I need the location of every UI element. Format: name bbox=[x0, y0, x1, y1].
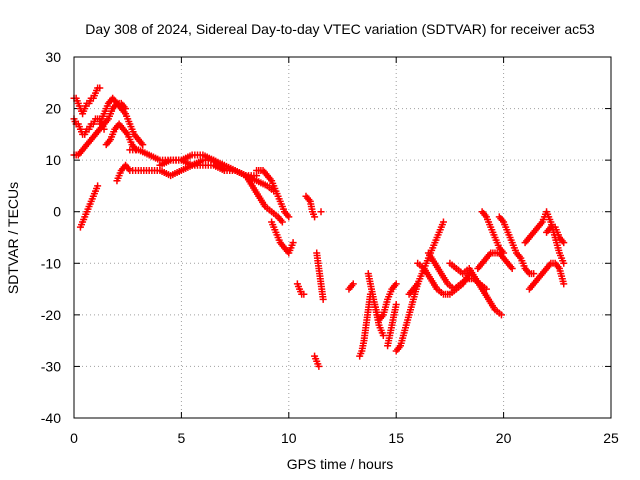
series-arc-30 bbox=[495, 213, 538, 278]
x-tick-label: 0 bbox=[70, 430, 78, 446]
data-point bbox=[319, 295, 327, 303]
series-arc-24 bbox=[405, 218, 447, 298]
series-arc-13 bbox=[293, 280, 308, 298]
chart-title: Day 308 of 2024, Sidereal Day-to-day VTE… bbox=[85, 21, 595, 37]
series-arc-18 bbox=[345, 280, 357, 293]
y-tick-label: 20 bbox=[45, 101, 61, 117]
data-point bbox=[379, 331, 387, 339]
series-arc-27 bbox=[446, 259, 505, 319]
y-tick-label: -40 bbox=[41, 410, 61, 426]
y-axis-label: SDTVAR / TECUs bbox=[5, 182, 21, 294]
x-axis-label: GPS time / hours bbox=[287, 456, 394, 472]
y-tick-label: -20 bbox=[41, 307, 61, 323]
data-point bbox=[289, 239, 297, 247]
data-point bbox=[349, 280, 357, 288]
grid bbox=[74, 57, 611, 418]
data-point bbox=[500, 249, 508, 257]
series-arc-21 bbox=[371, 280, 400, 324]
data-point bbox=[317, 208, 325, 216]
data-point bbox=[315, 362, 323, 370]
series-arc-4 bbox=[96, 94, 147, 149]
y-tick-label: 0 bbox=[53, 204, 61, 220]
data-point bbox=[560, 259, 568, 267]
data-point bbox=[139, 141, 147, 149]
data-point bbox=[497, 311, 505, 319]
x-tick-label: 5 bbox=[178, 430, 186, 446]
series-arc-29 bbox=[478, 208, 508, 257]
series-arc-11 bbox=[253, 166, 293, 221]
x-tick-label: 25 bbox=[603, 430, 619, 446]
series-arc-33 bbox=[543, 223, 568, 247]
series-arc-31 bbox=[521, 208, 568, 267]
series-arc-14 bbox=[302, 192, 319, 221]
data-point bbox=[94, 182, 102, 190]
data-point bbox=[300, 290, 308, 298]
series-arc-28 bbox=[474, 249, 516, 272]
series-arc-32 bbox=[525, 259, 568, 293]
y-tick-label: 30 bbox=[45, 49, 61, 65]
y-tick-label: -10 bbox=[41, 255, 61, 271]
data-point bbox=[530, 270, 538, 278]
data-point bbox=[285, 213, 293, 221]
series-arc-16 bbox=[313, 249, 327, 303]
series-arc-22 bbox=[384, 301, 400, 350]
series-arc-12 bbox=[268, 218, 297, 257]
data-point bbox=[278, 218, 286, 226]
data-point bbox=[311, 213, 319, 221]
y-tick-label: 10 bbox=[45, 152, 61, 168]
series-arc-6 bbox=[76, 182, 102, 231]
data-points bbox=[70, 84, 568, 370]
plot-frame bbox=[73, 56, 612, 419]
data-point bbox=[439, 218, 447, 226]
data-point bbox=[560, 239, 568, 247]
series-arc-1 bbox=[70, 84, 104, 118]
series-arc-15 bbox=[317, 208, 325, 216]
x-tick-label: 20 bbox=[496, 430, 512, 446]
series-arc-17 bbox=[311, 352, 323, 370]
x-tick-label: 15 bbox=[388, 430, 404, 446]
series-arc-10 bbox=[242, 172, 286, 226]
data-point bbox=[392, 280, 400, 288]
data-point bbox=[392, 301, 400, 309]
data-point bbox=[508, 264, 516, 272]
x-tick-label: 10 bbox=[281, 430, 297, 446]
y-tick-label: -30 bbox=[41, 358, 61, 374]
data-point bbox=[560, 280, 568, 288]
data-point bbox=[96, 84, 104, 92]
series-arc-25 bbox=[414, 259, 473, 298]
